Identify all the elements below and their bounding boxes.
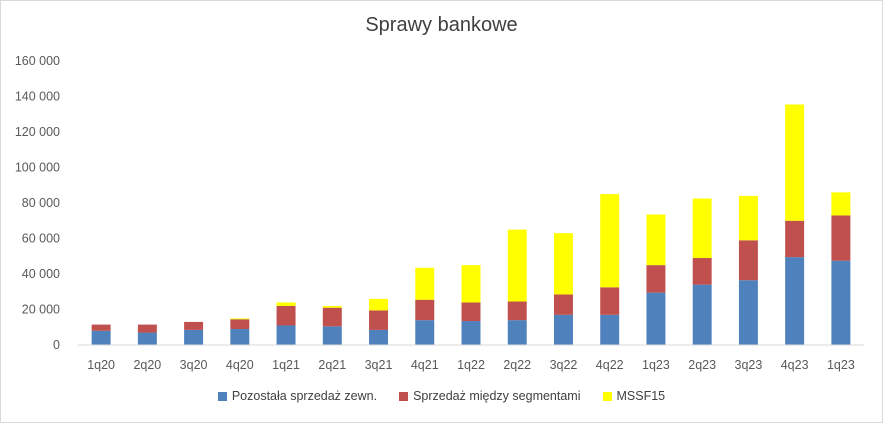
bar-segment (369, 310, 389, 330)
bar-segment (646, 214, 666, 266)
y-tick-label: 140 000 (15, 90, 60, 104)
legend-swatch (399, 391, 409, 401)
bar-segment (461, 302, 481, 322)
bar-segment (276, 302, 296, 306)
bar-segment (600, 314, 620, 345)
bar-segment (507, 320, 527, 345)
bar-segment (785, 257, 805, 345)
bar-segment (738, 280, 758, 345)
x-tick-label: 1q20 (87, 358, 115, 372)
x-tick-label: 3q20 (180, 358, 208, 372)
x-tick-label: 2q21 (318, 358, 346, 372)
x-tick-label: 4q20 (226, 358, 254, 372)
bar-segment (91, 324, 111, 331)
bar-segment (692, 198, 712, 259)
x-tick-label: 1q21 (272, 358, 300, 372)
bar-segment (322, 307, 342, 327)
bar-segment (507, 301, 527, 321)
x-axis: 1q20 2q20 3q20 4q20 1q21 2q21 3q21 4q21 1q22 2q22… (87, 358, 855, 372)
bar-segment (276, 305, 296, 326)
bar-segment (646, 292, 666, 345)
bar-segment (91, 330, 111, 345)
bar-segment (322, 326, 342, 345)
bar-segment (230, 318, 250, 320)
legend-label: MSSF15 (616, 389, 666, 403)
bar-segment (415, 267, 435, 300)
x-tick-label: 1q22 (457, 358, 485, 372)
x-tick-label: 3q22 (550, 358, 578, 372)
bar-segment (415, 320, 435, 345)
legend-item: MSSF15 (602, 389, 666, 403)
bar-segment (184, 329, 204, 345)
bar-segment (553, 233, 573, 295)
bar-segment (553, 294, 573, 315)
legend-label: Sprzedaż między segmentami (413, 389, 581, 403)
bar-segment (646, 265, 666, 293)
y-tick-label: 20 000 (22, 303, 60, 317)
bar-segment (322, 305, 342, 308)
bar-segment (369, 298, 389, 311)
x-tick-label: 3q23 (735, 358, 763, 372)
bar-segment (507, 229, 527, 302)
y-tick-label: 80 000 (22, 196, 60, 210)
legend: Pozostała sprzedaż zewn. Sprzedaż między… (0, 389, 883, 403)
legend-item: Sprzedaż między segmentami (399, 389, 581, 403)
y-tick-label: 100 000 (15, 161, 60, 175)
bar-segment (600, 194, 620, 288)
y-tick-label: 40 000 (22, 267, 60, 281)
bar-segment (831, 192, 851, 216)
bar-segment (230, 319, 250, 330)
y-axis: 0 20 000 40 000 60 000 80 000 100 000 120 000 1… (15, 54, 60, 352)
x-tick-label: 3q21 (365, 358, 393, 372)
bar-segment (369, 329, 389, 345)
bar-segment (738, 195, 758, 241)
bar-segment (461, 321, 481, 345)
y-tick-label: 160 000 (15, 54, 60, 68)
bar-segment (692, 284, 712, 345)
legend-item: Pozostała sprzedaż zewn. (217, 389, 378, 403)
x-tick-label: 4q22 (596, 358, 624, 372)
x-tick-label: 1q23 (827, 358, 855, 372)
y-tick-label: 120 000 (15, 125, 60, 139)
bar-segment (230, 329, 250, 345)
x-tick-label: 2q20 (133, 358, 161, 372)
x-tick-label: 2q22 (503, 358, 531, 372)
chart-title: Sprawy bankowe (365, 14, 518, 36)
x-tick-label: 4q23 (781, 358, 809, 372)
bar-segment (461, 265, 481, 303)
bar-segment (738, 240, 758, 281)
bar-segment (276, 325, 296, 345)
bar-segment (553, 314, 573, 345)
legend-label: Pozostała sprzedaż zewn. (231, 389, 378, 403)
legend-swatch (602, 391, 612, 401)
bar-segment (831, 215, 851, 261)
x-tick-label: 1q23 (642, 358, 670, 372)
x-tick-label: 4q21 (411, 358, 439, 372)
y-tick-label: 60 000 (22, 232, 60, 246)
legend-swatch (217, 391, 227, 401)
bar-segment (137, 332, 157, 345)
bar-segment (600, 287, 620, 315)
bar-segment (831, 260, 851, 345)
bar-segment (785, 104, 805, 221)
x-tick-label: 2q23 (688, 358, 716, 372)
y-tick-label: 0 (53, 338, 60, 352)
bar-segment (415, 299, 435, 321)
bar-segment (137, 324, 157, 333)
bar-segment (785, 220, 805, 258)
bar-segment (184, 321, 204, 330)
plot-area (91, 104, 851, 345)
bar-segment (692, 258, 712, 285)
